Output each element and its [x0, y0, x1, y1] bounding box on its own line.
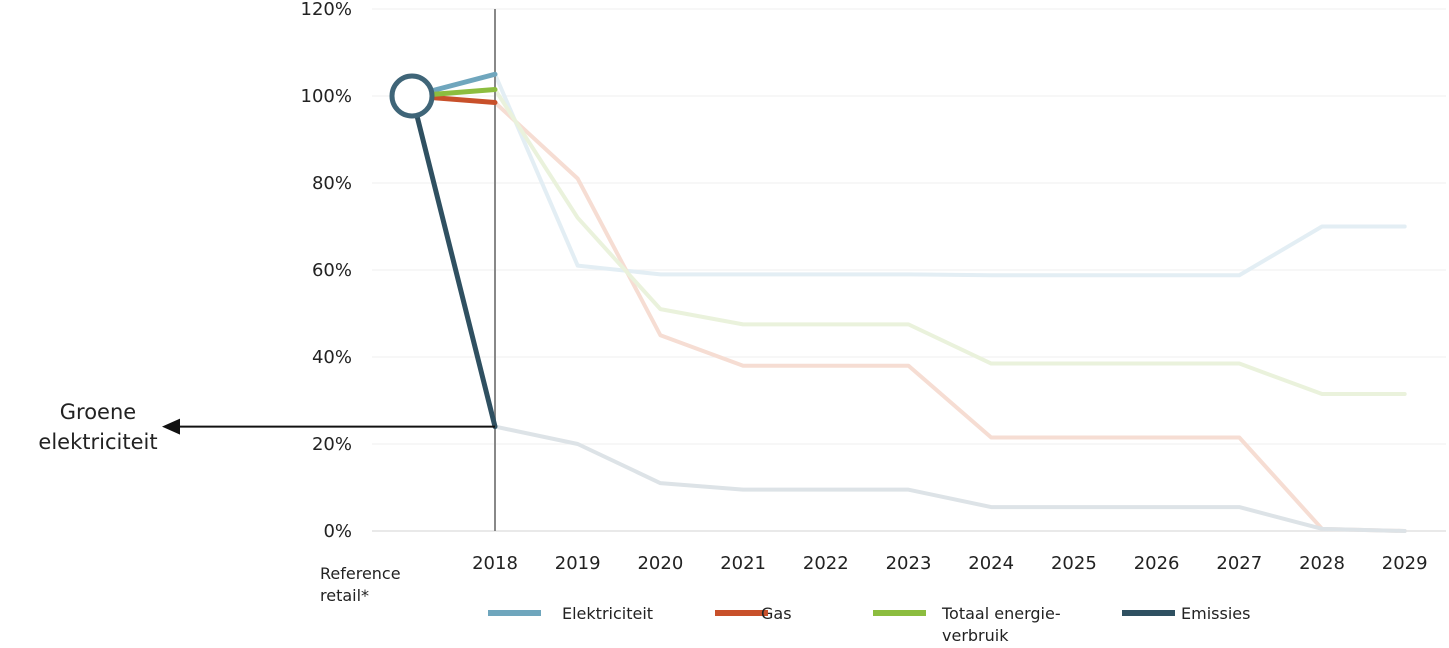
- groene-elektriciteit-annotation: Groene elektriciteit: [38, 400, 495, 454]
- legend-label: Elektriciteit: [562, 604, 653, 623]
- faded-line-gas: [493, 100, 1407, 533]
- y-axis-ticks: 0% 20% 40% 60% 80% 100% 120%: [301, 0, 352, 542]
- series-line-emissies: [409, 93, 498, 430]
- annotation-label: Groene: [60, 400, 136, 424]
- x-tick-label: 2027: [1216, 553, 1262, 574]
- reference-point-marker: [389, 73, 435, 119]
- gridlines: [372, 8, 1446, 532]
- faded-line-elektriciteit: [493, 72, 1407, 278]
- faded-line-emissies: [493, 424, 1407, 533]
- x-tick-label: 2029: [1382, 553, 1428, 574]
- y-tick-label: 60%: [312, 260, 352, 281]
- x-tick-label: 2018: [472, 553, 518, 574]
- legend-label: verbruik: [942, 626, 1009, 645]
- legend-label: Gas: [761, 604, 792, 623]
- y-tick-label: 80%: [312, 173, 352, 194]
- legend: Elektriciteit Gas Totaal energie-verbruik E…: [488, 604, 1250, 645]
- x-tick-label: 2022: [803, 553, 849, 574]
- y-tick-label: 100%: [301, 86, 352, 107]
- annotation-label: elektriciteit: [38, 430, 157, 454]
- bold-series: [389, 71, 498, 430]
- x-tick-label: 2025: [1051, 553, 1097, 574]
- x-tick-label-reference: retail*: [320, 586, 369, 605]
- y-tick-label: 0%: [323, 521, 352, 542]
- legend-label: Totaal energie-: [941, 604, 1061, 623]
- faded-line-totaal-energieverbruik: [493, 87, 1407, 396]
- x-tick-label: 2026: [1134, 553, 1180, 574]
- x-tick-label: 2028: [1299, 553, 1345, 574]
- faded-series: [493, 72, 1407, 533]
- y-tick-label: 120%: [301, 0, 352, 20]
- x-tick-label-reference: Reference: [320, 564, 401, 583]
- x-tick-label: 2024: [968, 553, 1014, 574]
- x-tick-label: 2021: [720, 553, 766, 574]
- arrowhead-icon: [162, 418, 180, 435]
- x-tick-label: 2023: [886, 553, 932, 574]
- y-tick-label: 20%: [312, 434, 352, 455]
- x-tick-label: 2019: [555, 553, 601, 574]
- x-tick-label: 2020: [637, 553, 683, 574]
- legend-label: Emissies: [1181, 604, 1250, 623]
- x-axis-ticks: 2018 2019 2020 2021 2022 2023 2024 2025 2026 2027…: [320, 553, 1428, 605]
- y-tick-label: 40%: [312, 347, 352, 368]
